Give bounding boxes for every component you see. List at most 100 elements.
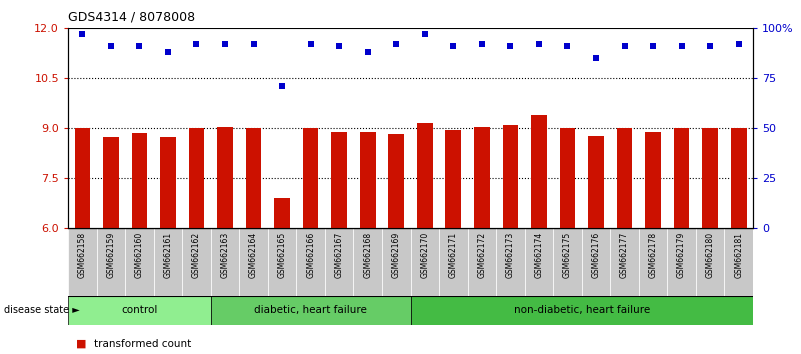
Text: GSM662175: GSM662175 — [563, 232, 572, 278]
Bar — [296, 228, 325, 296]
Text: GSM662169: GSM662169 — [392, 232, 400, 278]
Point — [104, 44, 117, 49]
Text: GSM662167: GSM662167 — [335, 232, 344, 278]
Text: GSM662173: GSM662173 — [506, 232, 515, 278]
Bar — [582, 228, 610, 296]
Bar — [360, 132, 376, 228]
Text: GSM662159: GSM662159 — [107, 232, 115, 278]
Bar — [588, 136, 604, 228]
Bar — [417, 123, 433, 228]
Bar — [182, 228, 211, 296]
Bar — [103, 137, 119, 228]
Bar — [353, 228, 382, 296]
Bar — [154, 228, 182, 296]
Bar — [189, 129, 204, 228]
Point — [418, 32, 431, 37]
Text: ■: ■ — [76, 339, 90, 349]
Bar — [674, 129, 690, 228]
Point — [476, 41, 489, 47]
Text: GSM662166: GSM662166 — [306, 232, 315, 278]
Bar — [388, 134, 404, 228]
Bar — [617, 129, 632, 228]
Bar — [468, 228, 496, 296]
Text: GSM662168: GSM662168 — [363, 232, 372, 278]
Text: GSM662181: GSM662181 — [735, 232, 743, 278]
Bar — [439, 228, 468, 296]
Bar — [74, 128, 91, 228]
Point — [133, 44, 146, 49]
Bar — [211, 296, 410, 325]
Point — [646, 44, 659, 49]
Bar — [239, 228, 268, 296]
Bar — [610, 228, 638, 296]
Bar — [246, 128, 261, 228]
Bar — [525, 228, 553, 296]
Bar — [68, 228, 97, 296]
Bar — [560, 129, 575, 228]
Bar — [410, 228, 439, 296]
Point — [76, 32, 89, 37]
Text: transformed count: transformed count — [94, 339, 191, 349]
Bar — [217, 127, 233, 228]
Text: GSM662177: GSM662177 — [620, 232, 629, 278]
Text: GSM662162: GSM662162 — [192, 232, 201, 278]
Text: GSM662161: GSM662161 — [163, 232, 172, 278]
Bar — [97, 228, 125, 296]
Bar — [702, 128, 718, 228]
Text: GSM662178: GSM662178 — [649, 232, 658, 278]
Text: GSM662172: GSM662172 — [477, 232, 486, 278]
Point — [332, 44, 345, 49]
Bar — [696, 228, 724, 296]
Bar — [325, 228, 353, 296]
Point — [618, 44, 631, 49]
Bar — [303, 129, 319, 228]
Bar — [474, 127, 489, 228]
Point — [248, 41, 260, 47]
Bar — [496, 228, 525, 296]
Text: GSM662176: GSM662176 — [591, 232, 601, 278]
Point — [561, 44, 574, 49]
Point — [447, 44, 460, 49]
Text: diabetic, heart failure: diabetic, heart failure — [254, 305, 367, 315]
Point — [162, 50, 175, 55]
Bar — [553, 228, 582, 296]
Point — [704, 44, 717, 49]
Point — [276, 84, 288, 89]
Text: GSM662164: GSM662164 — [249, 232, 258, 278]
Text: non-diabetic, heart failure: non-diabetic, heart failure — [513, 305, 650, 315]
Bar — [410, 296, 753, 325]
Point — [504, 44, 517, 49]
Point — [304, 41, 317, 47]
Bar — [731, 128, 747, 228]
Bar — [268, 228, 296, 296]
Point — [190, 41, 203, 47]
Text: GSM662174: GSM662174 — [534, 232, 543, 278]
Point — [732, 41, 745, 47]
Bar — [332, 132, 347, 228]
Bar — [125, 228, 154, 296]
Point — [219, 41, 231, 47]
Text: GSM662163: GSM662163 — [220, 232, 230, 278]
Point — [390, 41, 403, 47]
Point — [590, 56, 602, 61]
Text: GSM662180: GSM662180 — [706, 232, 714, 278]
Bar — [274, 198, 290, 228]
Bar — [131, 133, 147, 228]
Bar — [160, 137, 175, 228]
Text: GDS4314 / 8078008: GDS4314 / 8078008 — [68, 11, 195, 24]
Point — [361, 50, 374, 55]
Text: GSM662158: GSM662158 — [78, 232, 87, 278]
Bar — [382, 228, 410, 296]
Text: disease state ►: disease state ► — [4, 305, 80, 315]
Bar — [531, 115, 547, 228]
Bar — [68, 296, 211, 325]
Bar — [502, 125, 518, 228]
Bar — [724, 228, 753, 296]
Point — [675, 44, 688, 49]
Bar — [667, 228, 696, 296]
Bar — [445, 130, 461, 228]
Text: control: control — [121, 305, 158, 315]
Text: GSM662179: GSM662179 — [677, 232, 686, 278]
Text: GSM662165: GSM662165 — [278, 232, 287, 278]
Bar — [646, 132, 661, 228]
